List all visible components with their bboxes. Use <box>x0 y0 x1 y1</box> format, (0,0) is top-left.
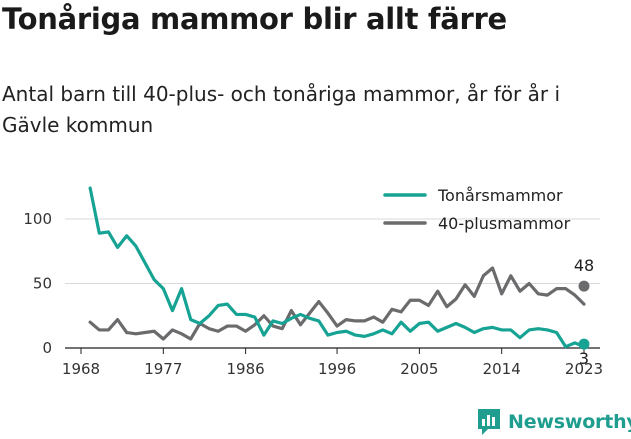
x-tick-label: 1968 <box>62 360 100 378</box>
series-line <box>88 266 586 341</box>
end-point-marker <box>578 280 590 292</box>
x-tick-label: 1996 <box>318 360 356 378</box>
brand-name: Newsworthy <box>508 411 631 433</box>
legend-label: 40-plusmammor <box>438 214 571 233</box>
x-tick-label: 2005 <box>400 360 438 378</box>
x-tick-label: 2014 <box>483 360 521 378</box>
newsworthy-logo: Newsworthy <box>476 406 631 438</box>
newsworthy-logo-icon <box>478 409 500 435</box>
end-point-label: 3 <box>579 349 589 368</box>
chart-subtitle: Antal barn till 40-plus- och tonåriga ma… <box>2 82 561 137</box>
legend: Tonårsmammor 40-plusmammor <box>383 186 571 233</box>
y-axis-ticks: 0 50 100 <box>23 210 52 357</box>
x-tick-label: 1977 <box>144 360 182 378</box>
series-lines <box>88 186 586 349</box>
y-tick-label: 100 <box>23 210 52 228</box>
x-tick-label: 1986 <box>227 360 265 378</box>
legend-label: Tonårsmammor <box>437 186 563 205</box>
end-point-marker <box>578 338 590 350</box>
y-tick-label: 0 <box>42 339 52 357</box>
x-tick-label: 2023 <box>565 360 603 378</box>
chart-title: Tonåriga mammor blir allt färre <box>2 2 507 36</box>
end-point-label: 48 <box>574 256 594 275</box>
series-line <box>88 186 586 349</box>
gridlines <box>65 218 600 349</box>
end-points: 48 3 <box>574 256 594 368</box>
x-axis-ticks: 1968 1977 1986 1996 2005 2014 2023 <box>62 348 603 378</box>
y-tick-label: 50 <box>33 275 52 293</box>
